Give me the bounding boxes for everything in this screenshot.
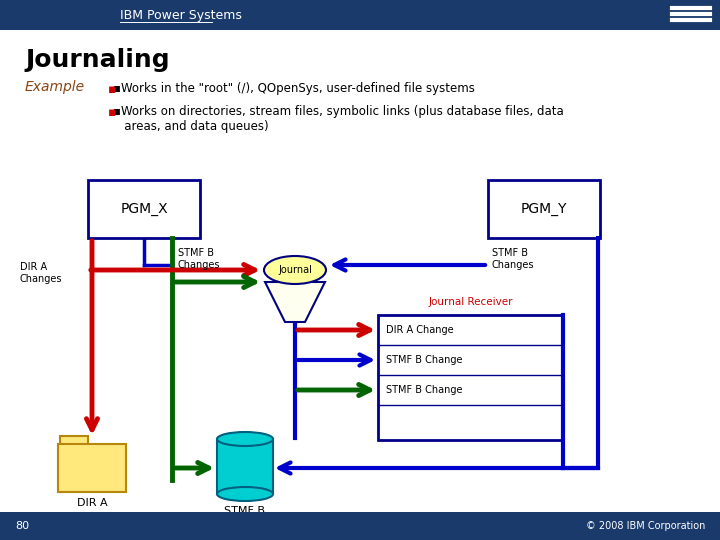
FancyBboxPatch shape: [0, 512, 720, 540]
Text: PGM_Y: PGM_Y: [521, 202, 567, 216]
Ellipse shape: [217, 432, 273, 446]
Text: Journal: Journal: [278, 265, 312, 275]
FancyBboxPatch shape: [58, 444, 126, 492]
FancyBboxPatch shape: [217, 439, 273, 494]
Text: DIR A: DIR A: [77, 498, 107, 508]
Text: © 2008 IBM Corporation: © 2008 IBM Corporation: [585, 521, 705, 531]
Text: Journaling: Journaling: [25, 48, 170, 72]
Text: Example: Example: [25, 80, 85, 94]
Text: ▪: ▪: [108, 106, 117, 119]
Text: STMF B Change: STMF B Change: [386, 355, 462, 365]
FancyBboxPatch shape: [88, 180, 200, 238]
Ellipse shape: [217, 487, 273, 501]
Text: PGM_X: PGM_X: [120, 202, 168, 216]
Text: Journal Receiver: Journal Receiver: [428, 297, 513, 307]
Text: IBM Power Systems: IBM Power Systems: [120, 9, 242, 22]
Text: STMF B
Changes: STMF B Changes: [492, 248, 534, 269]
FancyBboxPatch shape: [60, 436, 88, 446]
Polygon shape: [265, 282, 325, 322]
FancyBboxPatch shape: [0, 0, 720, 30]
Text: DIR A
Changes: DIR A Changes: [20, 262, 63, 284]
Ellipse shape: [264, 256, 326, 284]
Text: STMF B
Changes: STMF B Changes: [178, 248, 220, 269]
FancyBboxPatch shape: [378, 315, 563, 440]
Text: ▪Works in the "root" (/), QOpenSys, user-defined file systems: ▪Works in the "root" (/), QOpenSys, user…: [113, 82, 475, 95]
Text: ▪Works on directories, stream files, symbolic links (plus database files, data
 : ▪Works on directories, stream files, sym…: [113, 105, 564, 133]
FancyBboxPatch shape: [488, 180, 600, 238]
Text: DIR A Change: DIR A Change: [386, 325, 454, 335]
Text: STMF B Change: STMF B Change: [386, 385, 462, 395]
Text: STMF B: STMF B: [225, 506, 266, 516]
Text: 80: 80: [15, 521, 29, 531]
Text: ▪: ▪: [108, 83, 117, 96]
